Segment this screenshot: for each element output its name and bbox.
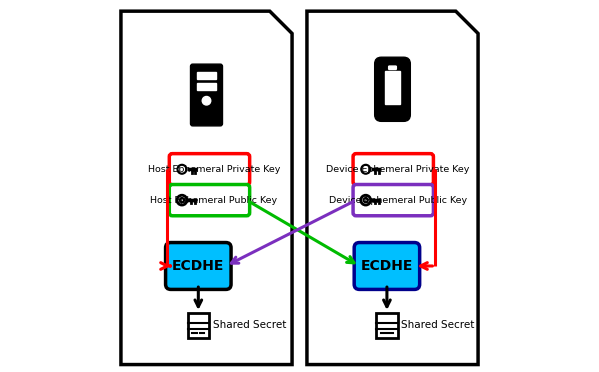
FancyBboxPatch shape: [190, 64, 222, 126]
Circle shape: [363, 167, 368, 172]
Text: Device Ephemeral Private Key: Device Ephemeral Private Key: [326, 165, 470, 174]
FancyBboxPatch shape: [170, 154, 250, 185]
FancyBboxPatch shape: [374, 57, 410, 121]
Text: Host Ephemeral Public Key: Host Ephemeral Public Key: [150, 196, 277, 205]
Text: Shared Secret: Shared Secret: [401, 321, 475, 330]
FancyBboxPatch shape: [165, 243, 231, 289]
FancyBboxPatch shape: [376, 313, 398, 338]
Circle shape: [177, 164, 187, 174]
Text: Shared Secret: Shared Secret: [213, 321, 286, 330]
Polygon shape: [307, 11, 478, 365]
FancyBboxPatch shape: [354, 243, 420, 289]
FancyBboxPatch shape: [196, 83, 216, 90]
Text: Host Ephemeral Private Key: Host Ephemeral Private Key: [148, 165, 280, 174]
Circle shape: [179, 167, 184, 172]
FancyBboxPatch shape: [196, 72, 216, 79]
FancyBboxPatch shape: [353, 185, 434, 216]
Text: ECDHE: ECDHE: [361, 259, 413, 273]
Circle shape: [202, 96, 211, 105]
FancyBboxPatch shape: [389, 66, 397, 70]
Text: ECDHE: ECDHE: [172, 259, 225, 273]
Text: Device Ephemeral Public Key: Device Ephemeral Public Key: [329, 196, 467, 205]
FancyBboxPatch shape: [170, 185, 250, 216]
Circle shape: [361, 164, 371, 174]
Polygon shape: [121, 11, 292, 365]
FancyBboxPatch shape: [187, 313, 209, 338]
FancyBboxPatch shape: [385, 71, 400, 105]
FancyBboxPatch shape: [353, 154, 434, 185]
